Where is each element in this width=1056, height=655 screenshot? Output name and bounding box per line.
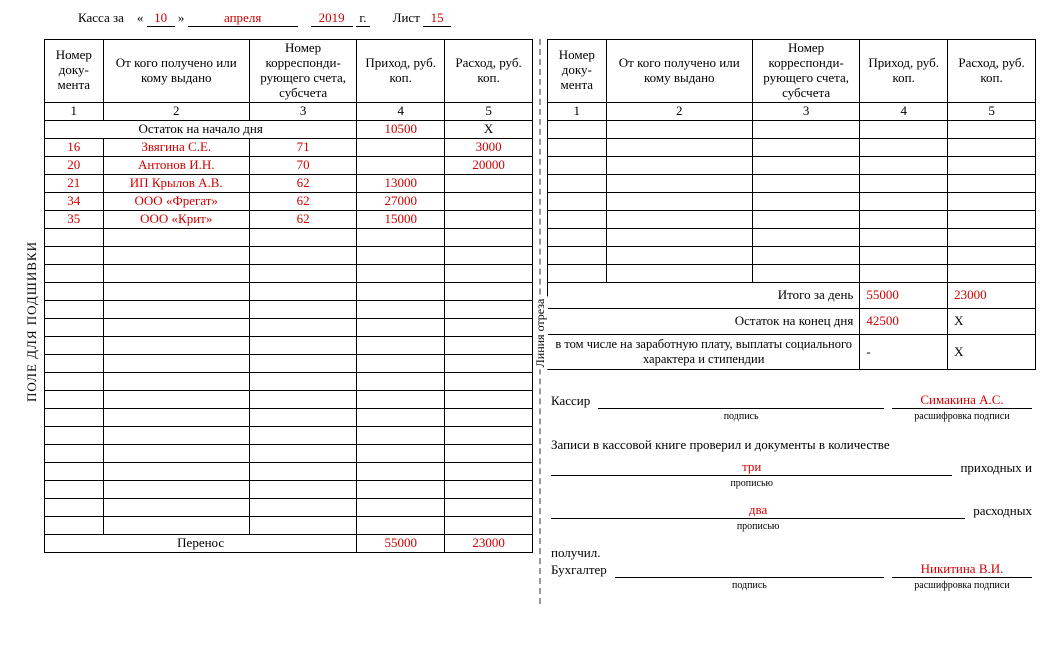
table-row bbox=[548, 228, 1036, 246]
social-expense: Х bbox=[948, 334, 1036, 369]
received-label: получил. bbox=[551, 545, 1032, 561]
left-table: Номер доку-мента От кого получено или ко… bbox=[44, 39, 533, 553]
closing-balance-row: Остаток на конец дня 42500 Х bbox=[548, 308, 1036, 334]
carry-expense: 23000 bbox=[445, 534, 533, 552]
header: Касса за « 10 » апреля 2019 г. Лист 15 bbox=[78, 10, 1036, 27]
table-row bbox=[548, 264, 1036, 282]
right-page: Номер доку-мента От кого получено или ко… bbox=[547, 39, 1036, 604]
table-row bbox=[45, 390, 533, 408]
table-row bbox=[45, 282, 533, 300]
income-count: три bbox=[551, 459, 952, 476]
table-row: 16Звягина С.Е.713000 bbox=[45, 138, 533, 156]
expense-count: два bbox=[551, 502, 965, 519]
col-income: Приход, руб. коп. bbox=[357, 40, 445, 103]
accountant-name: Никитина В.И. bbox=[892, 561, 1032, 578]
table-row bbox=[45, 246, 533, 264]
col-doc: Номер доку-мента bbox=[45, 40, 104, 103]
closing-expense: Х bbox=[948, 308, 1036, 334]
table-row bbox=[45, 318, 533, 336]
table-row bbox=[45, 498, 533, 516]
binding-margin-label: ПОЛЕ ДЛЯ ПОДШИВКИ bbox=[20, 241, 44, 402]
opening-balance-row: Остаток на начало дня 10500 Х bbox=[45, 120, 533, 138]
year: 2019 bbox=[311, 10, 353, 27]
table-row: 20Антонов И.Н.7020000 bbox=[45, 156, 533, 174]
signatures: Кассир Симакина А.С. Кассир подпись расш… bbox=[547, 392, 1036, 596]
carry-income: 55000 bbox=[357, 534, 445, 552]
cashier-name: Симакина А.С. bbox=[892, 392, 1032, 409]
month: апреля bbox=[188, 10, 298, 27]
col-expense: Расход, руб. коп. bbox=[445, 40, 533, 103]
total-income: 55000 bbox=[860, 282, 948, 308]
table-row: 35ООО «Крит»6215000 bbox=[45, 210, 533, 228]
table-row bbox=[45, 408, 533, 426]
col-acct: Номер корреспонди-рующего счета, субсчет… bbox=[249, 40, 356, 103]
table-row bbox=[45, 372, 533, 390]
table-row bbox=[45, 426, 533, 444]
table-row bbox=[548, 120, 1036, 138]
sheet-number: 15 bbox=[423, 10, 451, 27]
cashier-label: Кассир bbox=[551, 393, 590, 409]
day: 10 bbox=[147, 10, 175, 27]
social-row: в том числе на заработную плату, выплаты… bbox=[548, 334, 1036, 369]
cut-line: Линия отреза bbox=[539, 39, 541, 604]
carry-row: Перенос5500023000 bbox=[45, 534, 533, 552]
table-row bbox=[548, 138, 1036, 156]
opening-expense: Х bbox=[445, 120, 533, 138]
cash-for-label: Касса за bbox=[78, 10, 124, 26]
right-table: Номер доку-мента От кого получено или ко… bbox=[547, 39, 1036, 283]
table-row bbox=[548, 156, 1036, 174]
col-who: От кого получено или кому выдано bbox=[103, 40, 249, 103]
table-row bbox=[45, 228, 533, 246]
table-row bbox=[45, 336, 533, 354]
table-row bbox=[45, 516, 533, 534]
accountant-signature-line bbox=[615, 562, 884, 578]
closing-income: 42500 bbox=[860, 308, 948, 334]
day-total-row: Итого за день 55000 23000 bbox=[548, 282, 1036, 308]
table-row bbox=[548, 192, 1036, 210]
table-row: 34ООО «Фрегат»6227000 bbox=[45, 192, 533, 210]
table-row bbox=[45, 354, 533, 372]
table-row bbox=[45, 480, 533, 498]
table-row bbox=[548, 210, 1036, 228]
cashier-signature-line bbox=[598, 393, 884, 409]
table-row bbox=[45, 264, 533, 282]
summary-table: Итого за день 55000 23000 Остаток на кон… bbox=[547, 282, 1036, 370]
accountant-label: Бухгалтер bbox=[551, 562, 607, 578]
table-row bbox=[45, 462, 533, 480]
table-row bbox=[548, 174, 1036, 192]
sheet-label: Лист bbox=[393, 10, 420, 26]
table-row bbox=[548, 246, 1036, 264]
total-expense: 23000 bbox=[948, 282, 1036, 308]
records-check-text: Записи в кассовой книге проверил и докум… bbox=[551, 437, 1032, 453]
left-page: Номер доку-мента От кого получено или ко… bbox=[44, 39, 533, 604]
social-income: - bbox=[860, 334, 948, 369]
table-row bbox=[45, 300, 533, 318]
table-row bbox=[45, 444, 533, 462]
opening-income: 10500 bbox=[357, 120, 445, 138]
table-row: 21ИП Крылов А.В.6213000 bbox=[45, 174, 533, 192]
